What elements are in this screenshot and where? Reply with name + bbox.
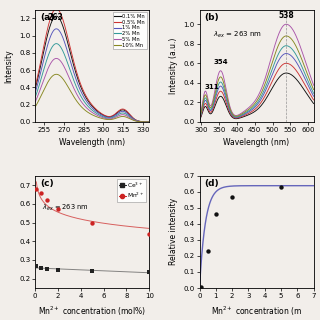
Point (199, 284, 204, 290)
Point (38, 190, 44, 195)
Text: (d): (d) (204, 179, 219, 188)
Text: 311: 311 (204, 84, 219, 90)
Text: $\lambda_{ex}$ = 263 nm: $\lambda_{ex}$ = 263 nm (213, 30, 262, 40)
Text: 538: 538 (278, 12, 294, 20)
Text: (a): (a) (40, 13, 54, 22)
Point (34, 186, 39, 191)
Point (147, 269, 152, 275)
Text: 263: 263 (47, 13, 63, 22)
Point (213, 212, 218, 217)
Y-axis label: Relative intensity: Relative intensity (169, 198, 178, 265)
X-axis label: Mn$^{2+}$ concentration (mol%): Mn$^{2+}$ concentration (mol%) (38, 304, 146, 318)
Point (38, 265, 44, 270)
Point (34, 264, 39, 269)
Legend: 0.1% Mn, 0.5% Mn, 1% Mn, 2% Mn, 5% Mn, 10% Mn: 0.1% Mn, 0.5% Mn, 1% Mn, 2% Mn, 5% Mn, 1… (113, 12, 147, 49)
Point (90, 268, 95, 274)
Y-axis label: Intensity (a.u.): Intensity (a.u.) (169, 37, 178, 94)
Text: (b): (b) (204, 13, 219, 22)
Point (205, 249, 210, 254)
Point (90, 220, 95, 225)
Point (147, 231, 152, 236)
Point (55, 268, 60, 273)
Point (55, 207, 60, 212)
Legend: Ce$^{3+}$, Mn$^{2+}$: Ce$^{3+}$, Mn$^{2+}$ (117, 179, 146, 202)
Text: (c): (c) (40, 179, 53, 188)
X-axis label: Wavelength (nm): Wavelength (nm) (223, 138, 290, 147)
Point (278, 184, 284, 189)
Text: 354: 354 (213, 59, 228, 65)
X-axis label: Wavelength (nm): Wavelength (nm) (59, 138, 125, 147)
Point (44, 197, 49, 203)
Text: $\lambda_{ex}$ = 263 nm: $\lambda_{ex}$ = 263 nm (42, 203, 89, 213)
Point (229, 194, 235, 199)
X-axis label: Mn$^{2+}$ concentration (m: Mn$^{2+}$ concentration (m (211, 304, 302, 318)
Point (197, 285, 202, 291)
Point (44, 266, 49, 271)
Y-axis label: Intensity: Intensity (4, 49, 13, 83)
